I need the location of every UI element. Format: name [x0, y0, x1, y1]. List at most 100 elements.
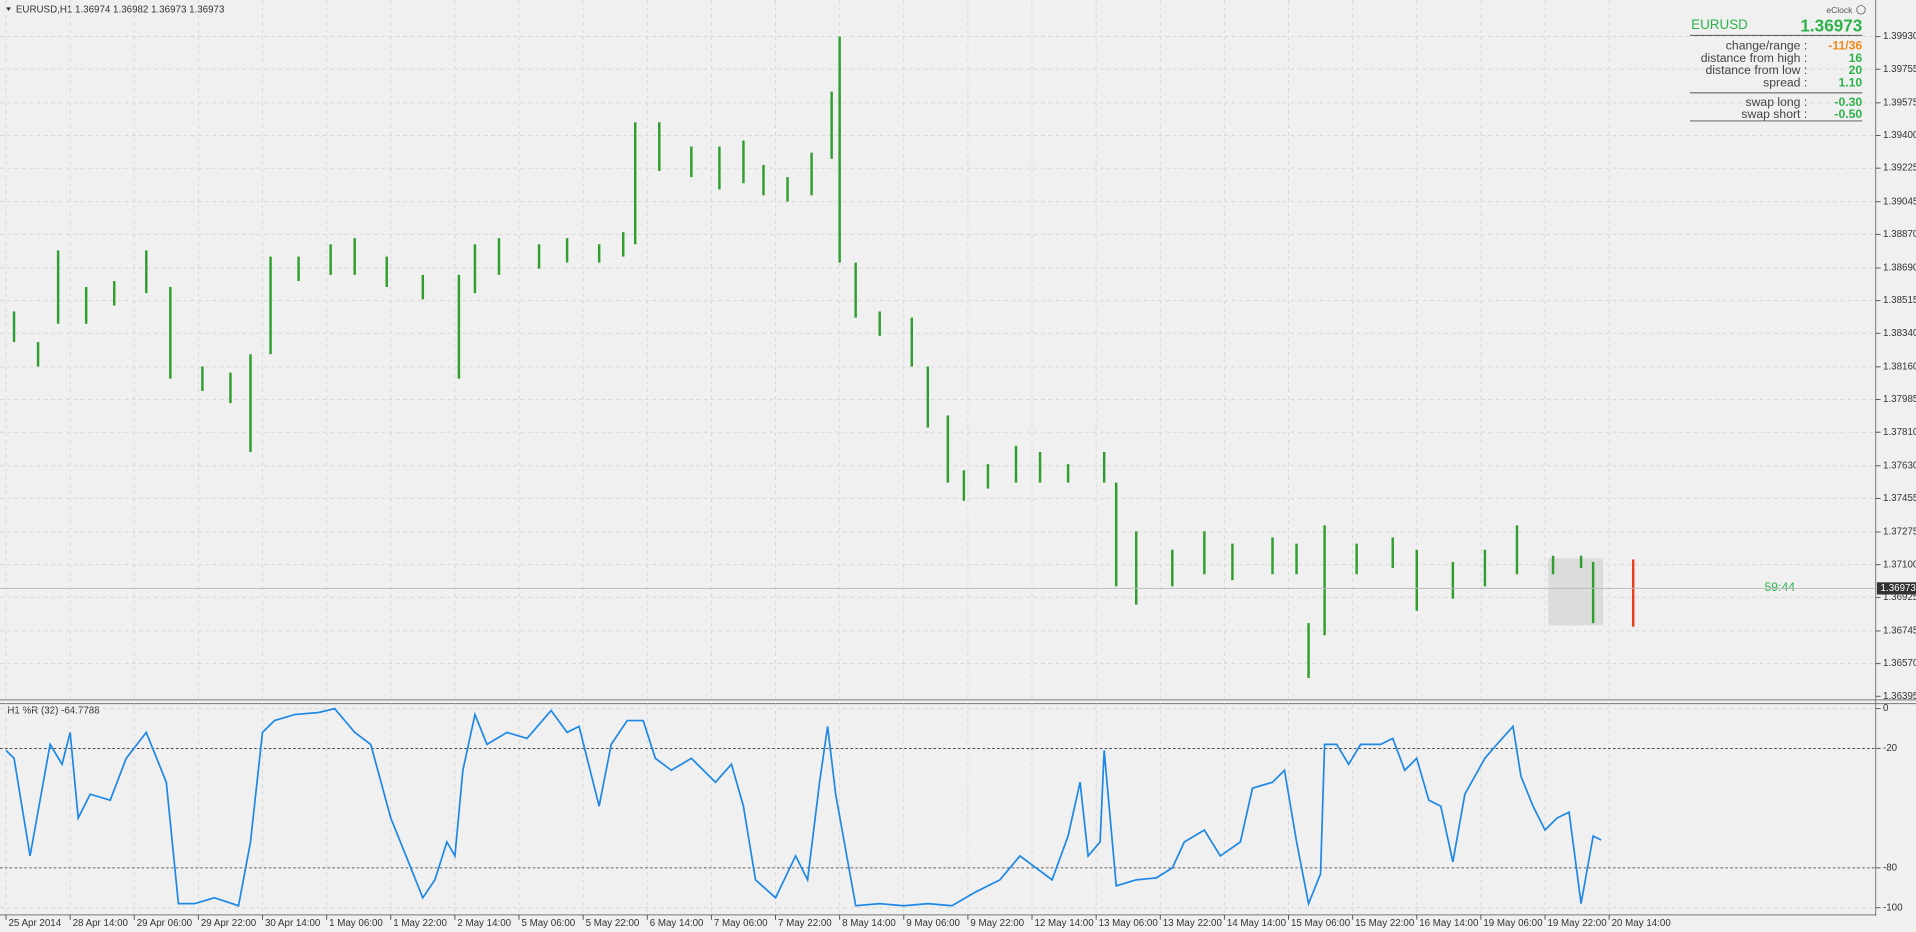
price-bar: [762, 164, 765, 196]
bid-label-box: [1876, 582, 1916, 595]
x-tick-label: 30 Apr 14:00: [265, 918, 321, 929]
x-tick-label: 29 Apr 22:00: [201, 918, 257, 929]
price-bar: [810, 152, 813, 196]
y-tick-label: 1.37810: [1883, 427, 1916, 438]
price-bar: [84, 287, 88, 324]
y-tick-label: 1.38340: [1883, 328, 1916, 339]
price-bar: [353, 238, 356, 275]
price-bar: [329, 244, 332, 275]
x-tick-label: 13 May 06:00: [1099, 918, 1159, 929]
price-bar: [1415, 549, 1418, 611]
y-tick-label: 1.39930: [1883, 31, 1916, 42]
close-button[interactable]: [1856, 5, 1866, 15]
panel-label: change/range :: [1726, 39, 1807, 53]
price-bar: [854, 262, 857, 318]
y-tick-label: 1.39575: [1883, 97, 1916, 108]
price-bar: [786, 177, 789, 202]
x-tick-label: 9 May 06:00: [906, 918, 960, 929]
x-tick-label: 12 May 14:00: [1034, 918, 1094, 929]
price-bar: [249, 354, 252, 452]
price-bar: [962, 470, 966, 501]
y-tick-label: 1.37275: [1883, 527, 1916, 538]
x-tick-label: 7 May 22:00: [778, 918, 832, 929]
chart-header: EURUSD,H1 1.36974 1.36982 1.36973 1.3697…: [16, 4, 225, 15]
price-bar: [145, 250, 148, 294]
y-tick-label: 1.38515: [1883, 295, 1916, 306]
price-bar: [1231, 543, 1234, 581]
x-tick-label: 1 May 06:00: [329, 918, 383, 929]
price-bar: [1038, 451, 1042, 483]
x-tick-label: 1 May 22:00: [393, 918, 447, 929]
y-tick-label: 1.37100: [1883, 559, 1916, 570]
x-tick-label: 2 May 14:00: [457, 918, 511, 929]
clock-label: eClock: [1826, 5, 1853, 15]
price-bar: [1591, 561, 1595, 624]
price-bar: [12, 311, 16, 343]
price-bar: [1114, 482, 1118, 587]
price-bar: [1014, 445, 1018, 483]
price-bar: [385, 256, 388, 288]
price-bar: [1483, 549, 1487, 587]
session-box: [1548, 558, 1604, 626]
y-tick-label: 1.39755: [1883, 64, 1916, 75]
price-bar: [497, 238, 501, 275]
panel-label: spread :: [1763, 75, 1807, 89]
price-bar: [1391, 537, 1394, 569]
x-tick-label: 7 May 06:00: [714, 918, 768, 929]
price-bar: [1135, 531, 1138, 605]
price-bar: [1271, 537, 1274, 575]
y-tick-label: 1.36745: [1883, 626, 1916, 637]
price-bar: [830, 91, 833, 159]
y-tick-label: 1.36570: [1883, 658, 1916, 669]
price-bar: [473, 244, 477, 294]
price-bar: [269, 256, 272, 355]
x-tick-label: 6 May 14:00: [650, 918, 704, 929]
x-tick-label: 5 May 22:00: [586, 918, 640, 929]
price-bar: [565, 238, 569, 263]
panel-value: -0.50: [1834, 107, 1862, 121]
price-bar: [1307, 623, 1310, 678]
y-tick-label: 0: [1883, 703, 1889, 714]
y-tick-label: -100: [1883, 902, 1903, 913]
wpr-line: [5, 707, 1602, 907]
indicator-title: H1 %R (32) -64.7788: [7, 705, 99, 716]
menu-arrow[interactable]: [6, 7, 11, 11]
y-tick-label: 1.38690: [1883, 263, 1916, 274]
price-bar: [1066, 464, 1070, 483]
x-tick-label: 28 Apr 14:00: [73, 918, 129, 929]
price-bar: [56, 250, 60, 324]
panel-value: 20: [1849, 63, 1863, 77]
panel-price: 1.36973: [1800, 16, 1862, 35]
price-bar: [658, 122, 661, 171]
panel-value: -11/36: [1828, 39, 1862, 53]
y-tick-label: 1.37455: [1883, 493, 1916, 504]
price-bar: [1579, 555, 1583, 569]
price-bar: [718, 146, 721, 190]
price-bar: [1171, 549, 1174, 587]
price-bar: [169, 287, 172, 379]
y-tick-label: 1.39225: [1883, 163, 1916, 174]
y-tick-label: 1.37985: [1883, 394, 1916, 405]
y-tick-label: 1.39045: [1883, 196, 1916, 207]
x-tick-label: 19 May 22:00: [1547, 918, 1607, 929]
price-bar: [690, 146, 693, 178]
bar-timer: 59:44: [1764, 580, 1795, 594]
panel-label: distance from high :: [1701, 51, 1808, 65]
price-bar: [36, 342, 40, 367]
bid-label: 1.36973: [1881, 583, 1916, 594]
x-tick-label: 19 May 06:00: [1483, 918, 1543, 929]
price-bar: [926, 366, 930, 428]
price-bar: [634, 122, 637, 245]
x-tick-label: 13 May 22:00: [1163, 918, 1223, 929]
price-bar: [297, 256, 300, 282]
x-tick-label: 5 May 06:00: [521, 918, 575, 929]
x-tick-label: 8 May 14:00: [842, 918, 896, 929]
price-bar: [229, 372, 232, 404]
price-bar: [946, 415, 950, 483]
price-bar: [1323, 525, 1326, 636]
x-tick-label: 25 Apr 2014: [8, 918, 61, 929]
x-tick-label: 20 May 14:00: [1612, 918, 1672, 929]
panel-label: distance from low :: [1705, 63, 1807, 77]
price-bar: [421, 274, 425, 300]
